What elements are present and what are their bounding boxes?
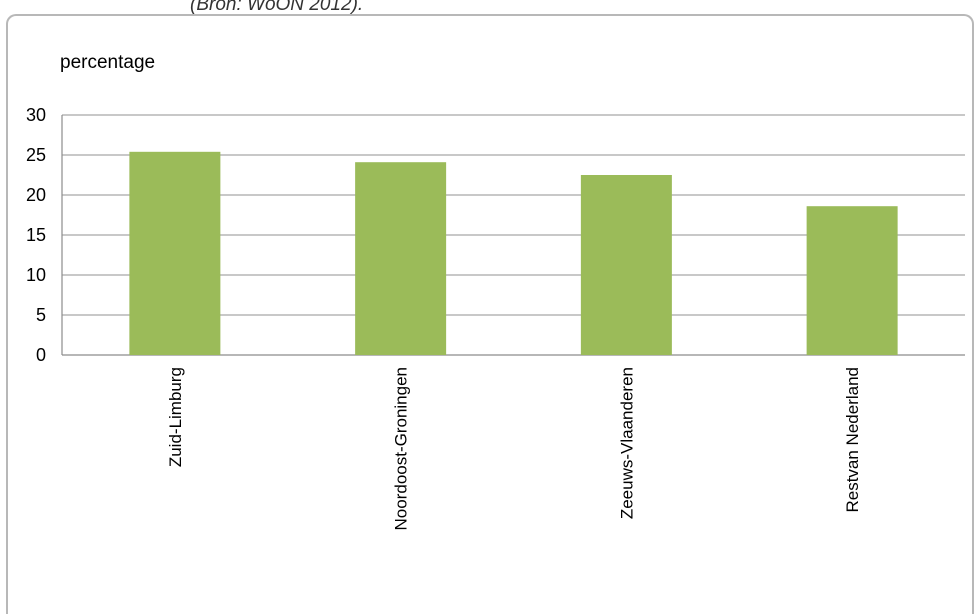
category-label: Restvan Nederland xyxy=(843,367,862,513)
category-labels: Zuid-Limburg Noordoost-Groningen Zeeuws-Vl… xyxy=(166,367,862,530)
bars xyxy=(129,151,898,355)
bar-restvan-nederland xyxy=(806,206,898,355)
category-label: Zuid-Limburg xyxy=(166,367,185,467)
y-tick-label: 15 xyxy=(26,225,46,245)
category-label: Noordoost-Groningen xyxy=(392,367,411,530)
bar-chart: percentage 0 5 10 15 20 25 30 Zuid-Limburg Noor… xyxy=(26,52,965,530)
y-tick-label: 30 xyxy=(26,105,46,125)
bar-noordoost-groningen xyxy=(355,162,447,355)
category-label: Zeeuws-Vlaanderen xyxy=(617,367,636,519)
y-tick-labels: 0 5 10 15 20 25 30 xyxy=(26,105,46,365)
y-axis-label: percentage xyxy=(60,52,155,73)
bar-zuid-limburg xyxy=(129,151,221,355)
source-caption: (Bron: WoON 2012). xyxy=(190,0,364,15)
y-tick-label: 0 xyxy=(36,345,46,365)
y-tick-label: 5 xyxy=(36,305,46,325)
bar-zeeuws-vlaanderen xyxy=(580,175,672,355)
y-tick-label: 25 xyxy=(26,145,46,165)
y-tick-label: 10 xyxy=(26,265,46,285)
y-tick-label: 20 xyxy=(26,185,46,205)
